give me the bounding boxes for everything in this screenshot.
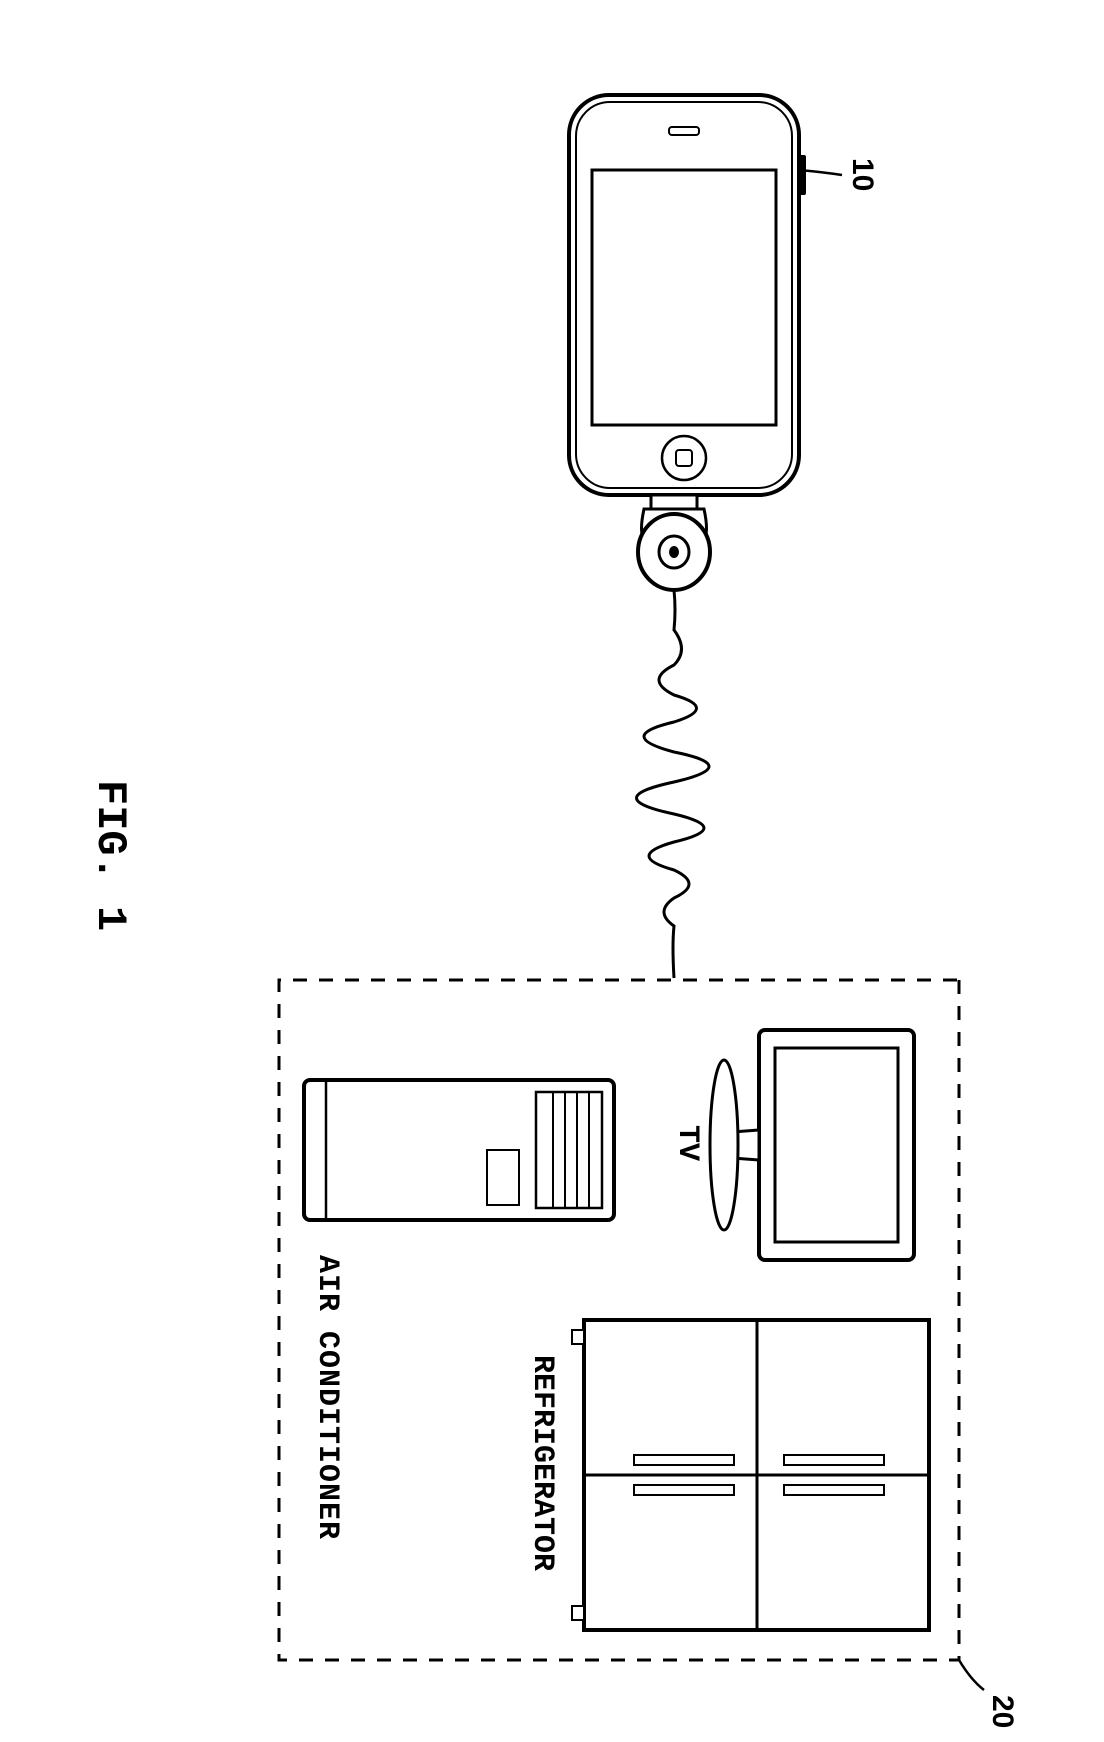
tv-icon (710, 1030, 914, 1260)
ac-label: AIR CONDITIONER (310, 1255, 344, 1540)
tv-label: TV (670, 1125, 704, 1161)
ref-appliances: 20 (985, 1695, 1019, 1728)
air-conditioner-icon (304, 1080, 614, 1220)
sound-wave (637, 590, 710, 978)
figure-label: FIG. 1 (86, 780, 134, 931)
refrigerator-label: REFRIGERATOR (525, 1355, 559, 1571)
refrigerator-icon (572, 1320, 929, 1630)
speaker-icon (638, 495, 710, 590)
ref-phone: 10 (845, 158, 879, 191)
smartphone (569, 95, 806, 495)
